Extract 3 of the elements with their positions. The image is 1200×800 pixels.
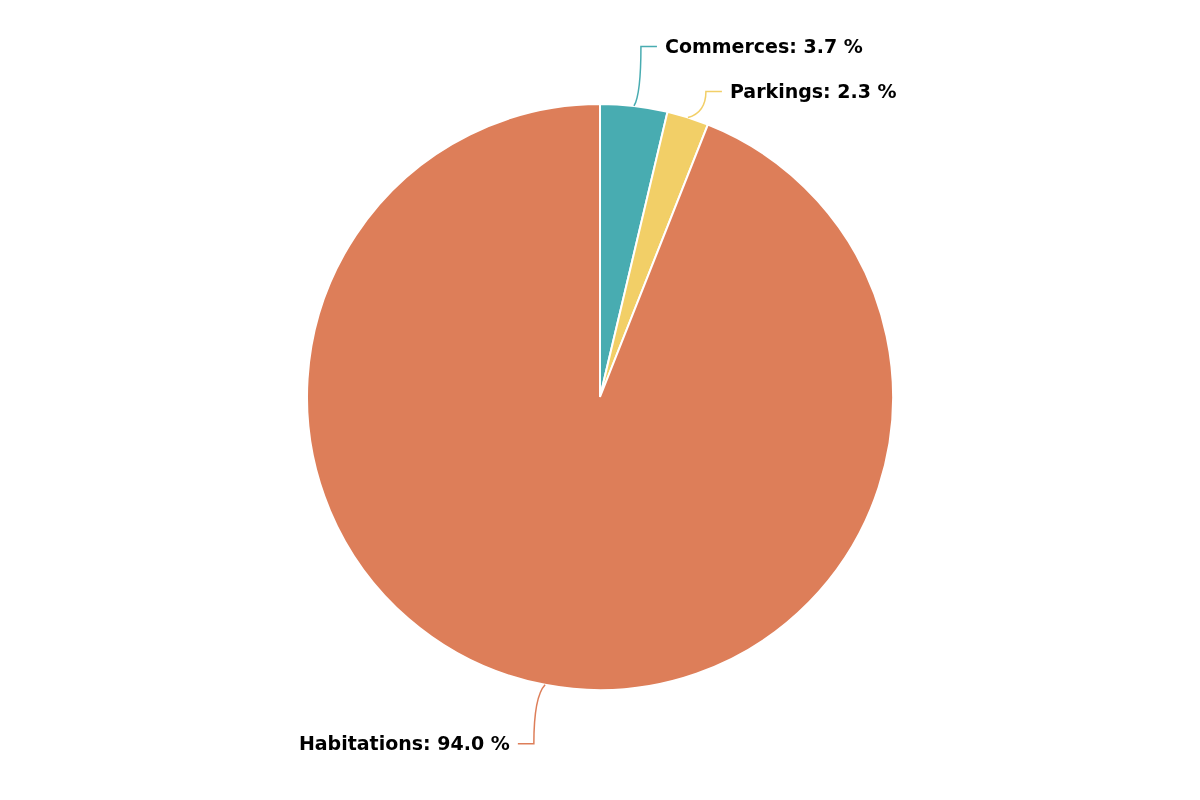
slice-label: Habitations: 94.0 %: [298, 732, 510, 755]
slice-label: Parkings: 2.3 %: [729, 80, 897, 103]
slice-label: Commerces: 3.7 %: [664, 35, 863, 58]
